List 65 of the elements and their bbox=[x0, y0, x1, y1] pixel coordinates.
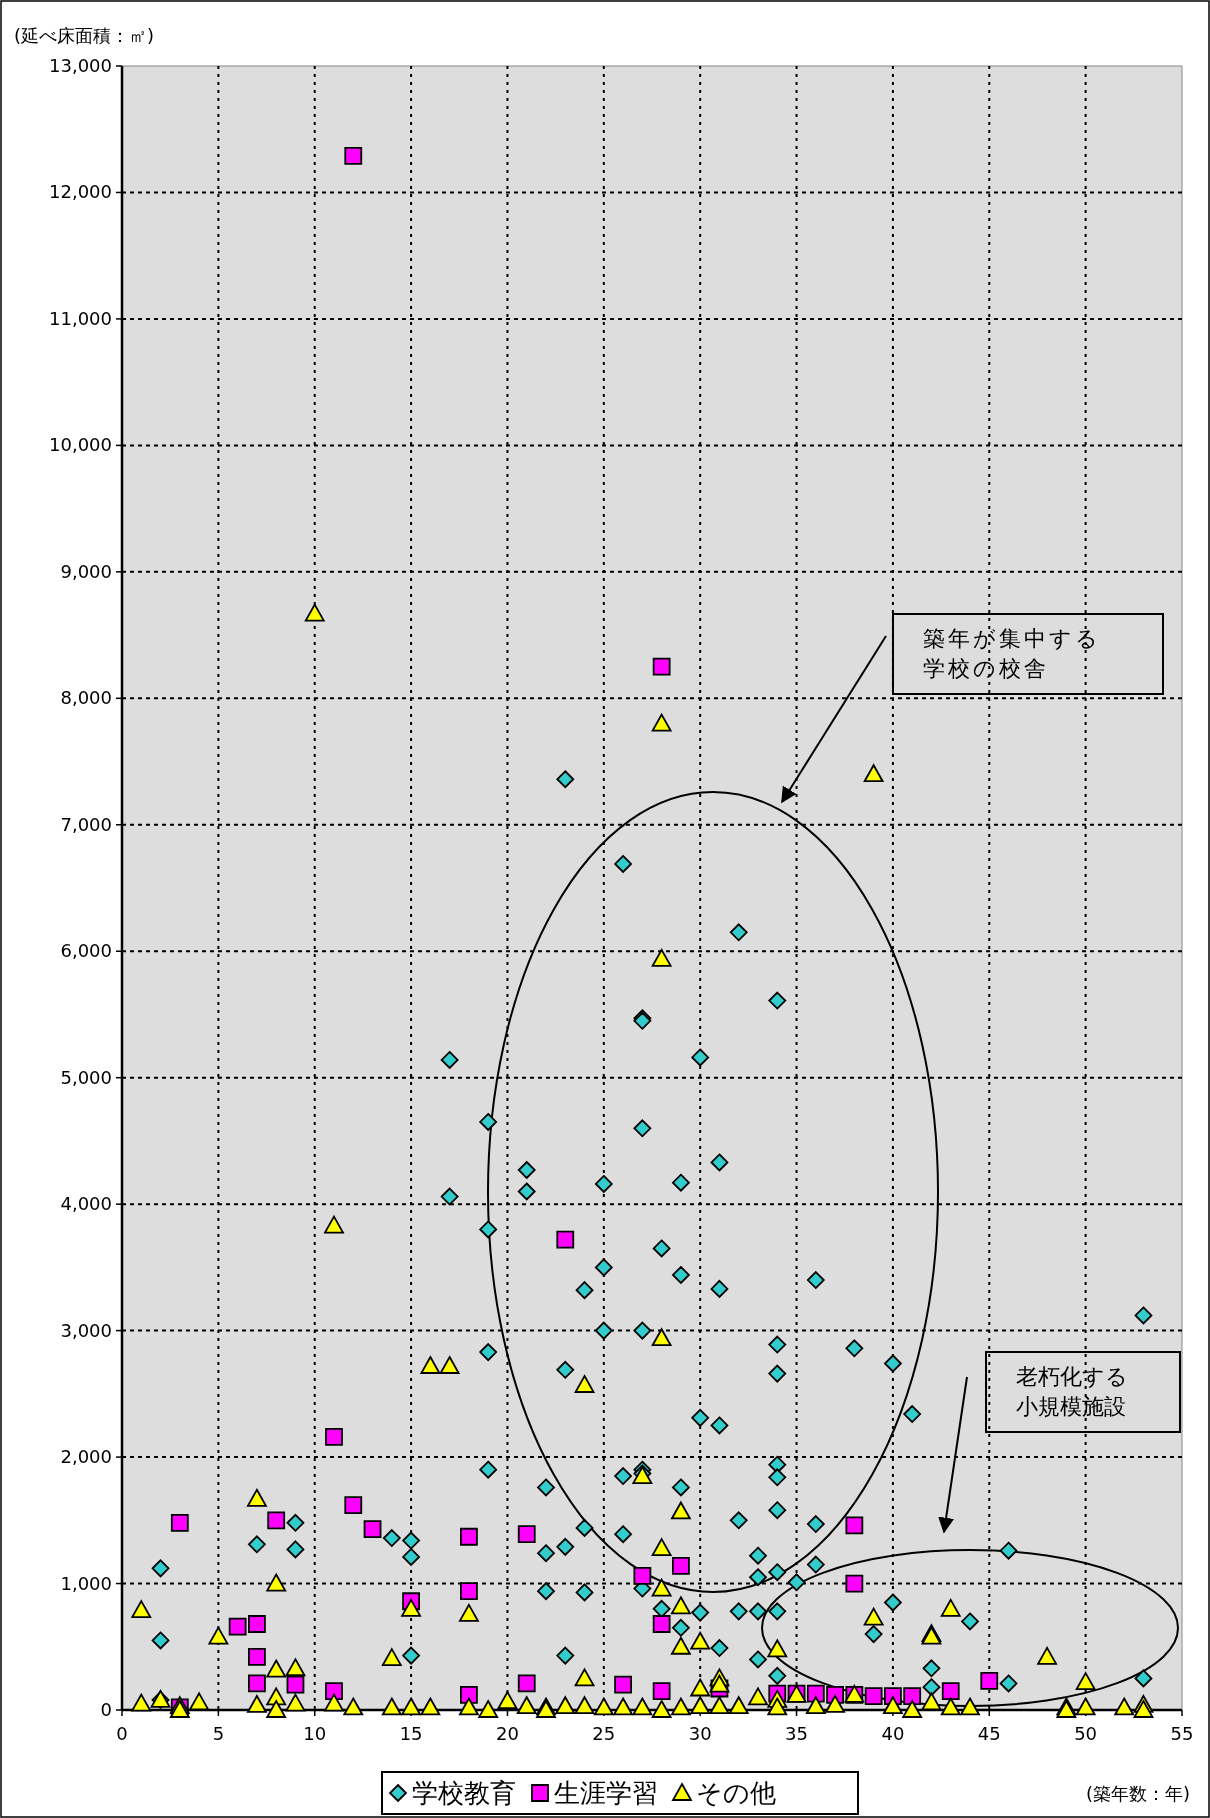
x-tick-label: 30 bbox=[688, 1723, 712, 1744]
x-tick-label: 35 bbox=[785, 1723, 808, 1744]
point bbox=[344, 1496, 363, 1515]
x-tick-label: 0 bbox=[116, 1723, 128, 1744]
point bbox=[652, 1615, 671, 1633]
x-tick-label: 45 bbox=[977, 1723, 1001, 1744]
point bbox=[652, 1682, 671, 1700]
legend-label: 生涯学習 bbox=[554, 1778, 658, 1808]
point bbox=[325, 1682, 343, 1700]
point bbox=[325, 1427, 343, 1446]
y-tick-label: 10,000 bbox=[49, 434, 112, 456]
annotation: 老朽化する bbox=[1016, 1364, 1128, 1389]
point bbox=[248, 1674, 266, 1693]
y-tick-label: 13,000 bbox=[49, 55, 112, 76]
y-tick-label: 8,000 bbox=[60, 687, 112, 709]
point bbox=[633, 1567, 652, 1585]
y-tick-label: 4,000 bbox=[60, 1193, 112, 1215]
point bbox=[556, 1230, 575, 1249]
x-tick-label: 15 bbox=[399, 1723, 423, 1744]
y-tick-label: 0 bbox=[100, 1699, 112, 1720]
point bbox=[941, 1682, 960, 1700]
point bbox=[248, 1647, 266, 1666]
x-tick-label: 20 bbox=[496, 1723, 519, 1744]
point bbox=[845, 1516, 864, 1535]
y-tick-label: 3,000 bbox=[60, 1319, 112, 1341]
y-tick-label: 12,000 bbox=[49, 181, 112, 203]
point bbox=[845, 1574, 864, 1593]
x-tick-label: 25 bbox=[592, 1723, 616, 1744]
y-tick-label: 5,000 bbox=[60, 1066, 112, 1088]
point bbox=[517, 1674, 536, 1693]
point bbox=[267, 1511, 286, 1530]
annotation: 学校の校舎 bbox=[923, 656, 1049, 681]
point bbox=[652, 657, 671, 676]
point bbox=[460, 1685, 478, 1704]
point bbox=[248, 1615, 266, 1633]
x-tick-label: 10 bbox=[303, 1723, 327, 1744]
y-tick-label: 11,000 bbox=[49, 307, 112, 329]
point bbox=[903, 1687, 922, 1705]
point bbox=[286, 1675, 305, 1694]
point bbox=[363, 1520, 382, 1539]
x-tick-label: 50 bbox=[1074, 1723, 1098, 1744]
point bbox=[170, 1513, 189, 1532]
annotation: 小規模施設 bbox=[1016, 1394, 1126, 1419]
point bbox=[228, 1617, 247, 1636]
point bbox=[980, 1672, 999, 1690]
x-axis-title: (築年数：年) bbox=[1085, 1783, 1190, 1804]
point bbox=[517, 1525, 536, 1544]
x-tick-label: 5 bbox=[212, 1723, 225, 1744]
point bbox=[460, 1582, 478, 1601]
x-tick-label: 40 bbox=[881, 1723, 905, 1744]
point bbox=[344, 146, 363, 165]
point bbox=[672, 1556, 690, 1575]
x-tick-label: 55 bbox=[1170, 1723, 1194, 1744]
y-tick-label: 6,000 bbox=[60, 940, 112, 962]
point bbox=[864, 1687, 883, 1705]
y-axis-title: (延べ床面積：㎡) bbox=[14, 25, 155, 46]
annotation: 築年が集中する bbox=[923, 626, 1101, 651]
y-tick-label: 9,000 bbox=[60, 560, 112, 582]
point bbox=[460, 1527, 478, 1546]
y-tick-label: 2,000 bbox=[60, 1446, 112, 1468]
legend-label: 学校教育 bbox=[412, 1778, 516, 1808]
y-tick-label: 1,000 bbox=[60, 1572, 112, 1594]
legend-label: その他 bbox=[696, 1778, 776, 1808]
y-tick-label: 7,000 bbox=[60, 813, 112, 835]
point bbox=[614, 1675, 632, 1694]
